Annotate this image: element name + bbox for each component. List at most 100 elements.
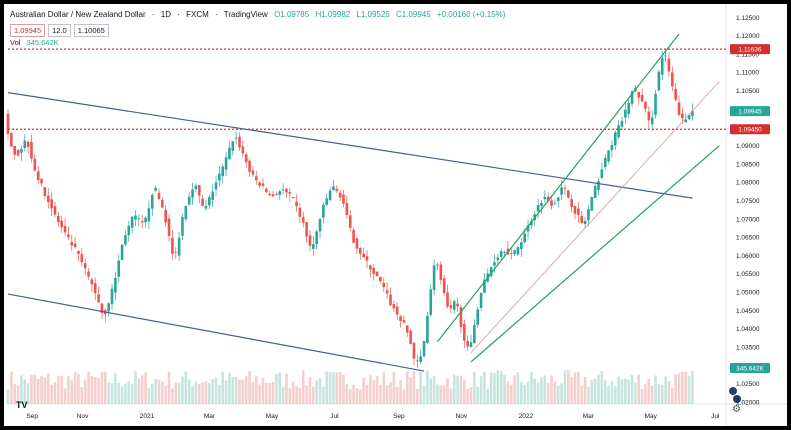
candle[interactable] [140, 221, 144, 223]
candle[interactable] [187, 196, 191, 205]
level-price-tag[interactable] [730, 44, 770, 55]
candle[interactable] [409, 330, 412, 344]
candle[interactable] [644, 101, 647, 109]
candle[interactable] [466, 340, 469, 347]
candle[interactable] [150, 195, 154, 209]
candle[interactable] [36, 171, 40, 180]
candle[interactable] [509, 253, 513, 255]
candle[interactable] [439, 264, 443, 280]
candle[interactable] [412, 342, 416, 359]
candle[interactable] [268, 193, 272, 196]
downtrend-channel-upper[interactable] [7, 92, 693, 199]
candle[interactable] [137, 218, 141, 220]
candle[interactable] [43, 187, 47, 197]
candle[interactable] [248, 160, 251, 172]
candle[interactable] [489, 267, 493, 277]
candle[interactable] [567, 190, 570, 198]
candle[interactable] [590, 196, 594, 211]
ask-price-box[interactable]: 1.10065 [73, 24, 109, 37]
candle[interactable] [650, 117, 654, 125]
candle[interactable] [174, 251, 178, 253]
candle[interactable] [335, 188, 339, 191]
candle[interactable] [560, 187, 563, 195]
candle[interactable] [278, 191, 282, 195]
candle[interactable] [600, 169, 604, 179]
candle[interactable] [231, 141, 235, 151]
candle[interactable] [452, 301, 456, 310]
candle[interactable] [6, 113, 10, 134]
candle[interactable] [194, 185, 198, 190]
tradingview-logo-icon[interactable]: TV [16, 400, 28, 410]
candle[interactable] [436, 264, 439, 266]
candle[interactable] [332, 186, 335, 190]
candle[interactable] [520, 242, 523, 250]
candle[interactable] [77, 250, 80, 254]
candle[interactable] [23, 140, 27, 148]
candle[interactable] [607, 150, 610, 162]
candle[interactable] [449, 305, 453, 309]
candle[interactable] [593, 185, 597, 198]
candle[interactable] [251, 170, 255, 175]
candle[interactable] [422, 340, 426, 357]
candle[interactable] [241, 146, 245, 154]
candle[interactable] [325, 198, 329, 205]
candle[interactable] [442, 278, 446, 294]
candle[interactable] [513, 250, 516, 254]
candle[interactable] [583, 220, 587, 225]
candle[interactable] [395, 306, 399, 315]
candle[interactable] [456, 303, 459, 307]
candle[interactable] [100, 303, 104, 313]
candle[interactable] [234, 137, 238, 139]
candle[interactable] [204, 205, 208, 209]
candle[interactable] [667, 58, 671, 72]
candle[interactable] [577, 208, 580, 216]
candle[interactable] [382, 283, 386, 288]
candle[interactable] [473, 325, 476, 344]
candle[interactable] [322, 204, 325, 218]
candle[interactable] [385, 290, 389, 294]
uptrend-channel-lower[interactable] [470, 145, 720, 363]
candle[interactable] [496, 257, 500, 261]
candle[interactable] [161, 199, 164, 208]
candle[interactable] [691, 111, 694, 116]
candle[interactable] [671, 72, 674, 87]
candle[interactable] [265, 188, 268, 193]
candle[interactable] [261, 183, 265, 186]
candle[interactable] [80, 253, 84, 263]
candle[interactable] [479, 292, 483, 308]
event-icon[interactable] [729, 387, 737, 395]
candle[interactable] [154, 187, 157, 191]
current-price-tag[interactable] [730, 106, 770, 117]
candle[interactable] [677, 102, 681, 115]
uptrend-channel-upper[interactable] [436, 33, 680, 343]
candle[interactable] [16, 149, 20, 156]
candle[interactable] [30, 141, 33, 159]
candle[interactable] [362, 253, 365, 258]
candle[interactable] [13, 146, 17, 155]
candle[interactable] [50, 199, 53, 209]
candle[interactable] [181, 216, 184, 236]
candle[interactable] [63, 226, 67, 233]
candle[interactable] [124, 235, 127, 245]
candle[interactable] [684, 119, 688, 123]
candle[interactable] [238, 136, 241, 148]
candle[interactable] [556, 197, 560, 202]
candle[interactable] [617, 125, 620, 138]
candle[interactable] [33, 158, 37, 171]
candle[interactable] [660, 58, 664, 75]
candle[interactable] [301, 217, 305, 223]
candle[interactable] [348, 215, 352, 228]
uptrend-channel-mid[interactable] [470, 81, 720, 354]
candle[interactable] [67, 234, 70, 238]
candle[interactable] [664, 55, 667, 57]
candle[interactable] [516, 247, 520, 255]
candle[interactable] [530, 220, 533, 226]
bid-price-box[interactable]: 1.09945 [10, 24, 46, 37]
candle[interactable] [647, 111, 651, 121]
candle[interactable] [358, 247, 362, 254]
symbol-name[interactable]: Australian Dollar / New Zealand Dollar [10, 10, 146, 19]
candle[interactable] [654, 93, 657, 115]
candle[interactable] [459, 307, 463, 328]
candle[interactable] [550, 200, 553, 206]
candle[interactable] [379, 276, 382, 282]
